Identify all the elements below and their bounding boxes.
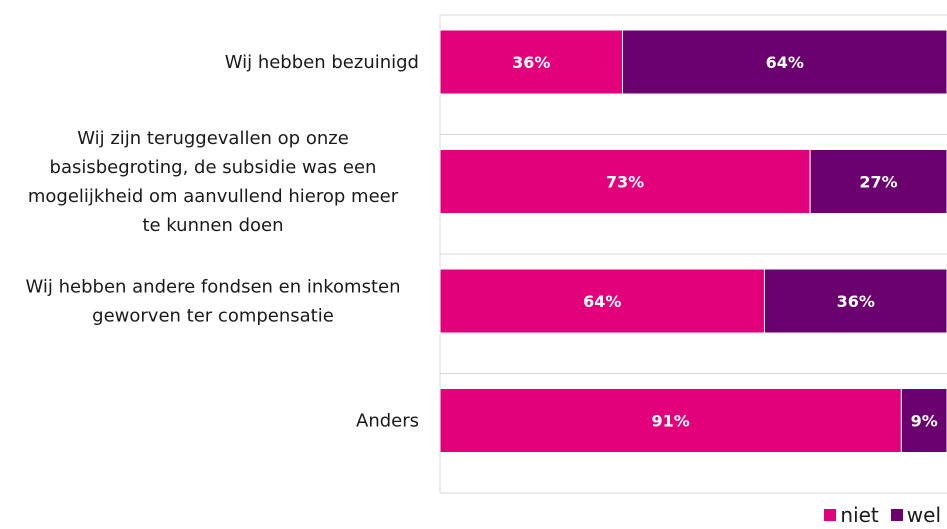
category-label: Wij zijn teruggevallen op onze	[77, 128, 349, 149]
bar-value-label: 36%	[512, 53, 550, 72]
category-label: Wij hebben bezuinigd	[225, 52, 419, 73]
bar-niet	[439, 268, 765, 334]
legend-item-niet: niet	[824, 503, 879, 527]
legend-swatch-niet	[824, 509, 837, 521]
bar-niet	[439, 388, 902, 453]
bar-value-label: 91%	[652, 412, 690, 431]
category-labels: Wij hebben bezuinigd Wij zijn teruggevall…	[25, 52, 419, 432]
category-label: Anders	[356, 411, 419, 432]
bar-wel	[900, 388, 947, 453]
legend-swatch-wel	[890, 509, 903, 521]
bar-wel	[809, 149, 947, 214]
gridlines	[439, 14, 947, 494]
bar-niet	[439, 29, 624, 95]
category-label: Wij hebben andere fondsen en inkomsten	[25, 277, 400, 298]
legend-label-niet: niet	[840, 503, 879, 527]
bar-wel	[622, 29, 947, 95]
bar-value-label: 73%	[606, 173, 644, 192]
bar-value-label: 36%	[837, 292, 875, 311]
category-label: geworven ter compensatie	[92, 306, 334, 327]
category-label: basisbegroting, de subsidie was een	[50, 157, 377, 178]
legend-item-wel: wel	[890, 503, 941, 527]
bars: 36% 64% 73% 27% 64% 36% 91% 9%	[439, 29, 947, 453]
legend-label-wel: wel	[906, 503, 941, 527]
bar-value-label: 9%	[911, 412, 938, 431]
category-label: mogelijkheid om aanvullend hierop meer	[28, 186, 399, 207]
legend: niet wel	[824, 503, 941, 527]
bar-wel	[763, 268, 947, 334]
category-label: te kunnen doen	[142, 215, 283, 236]
bar-value-label: 27%	[859, 173, 897, 192]
bar-niet	[439, 149, 811, 214]
bar-value-label: 64%	[766, 53, 804, 72]
bar-value-label: 64%	[583, 292, 621, 311]
